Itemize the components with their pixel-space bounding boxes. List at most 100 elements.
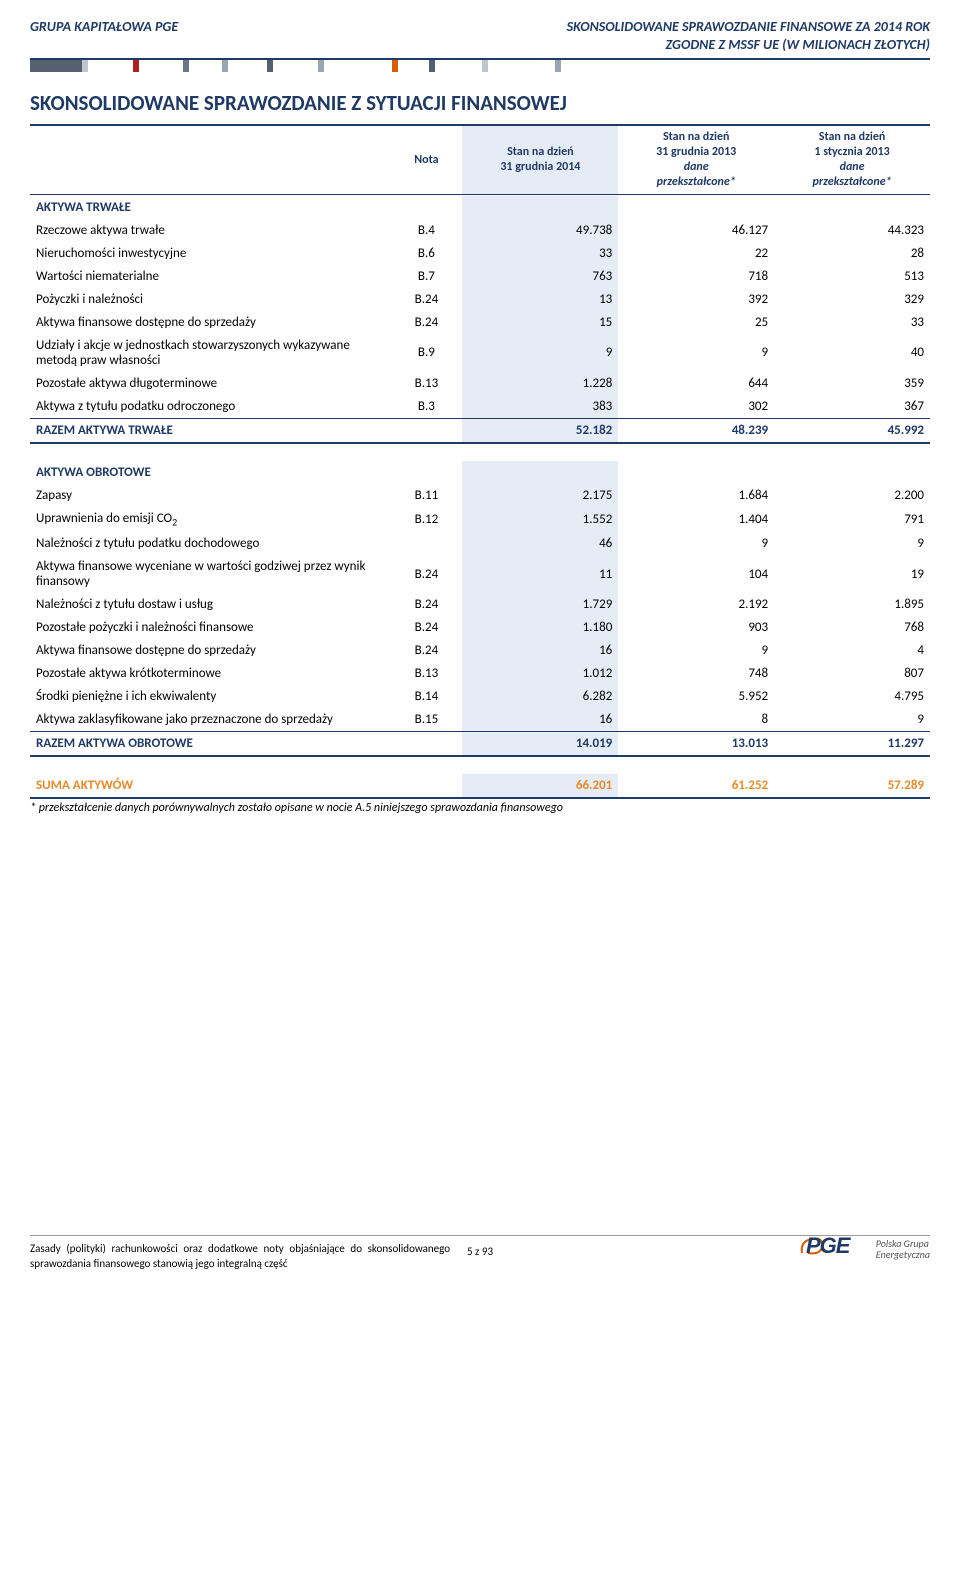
footnote: * przekształcenie danych porównywalnych … xyxy=(30,801,930,815)
row-v2: 2.192 xyxy=(618,593,774,616)
section2-title: AKTYWA OBROTOWE xyxy=(30,461,390,484)
row-v3: 367 xyxy=(774,395,930,419)
row-v1: 383 xyxy=(462,395,618,419)
row-v2: 9 xyxy=(618,334,774,372)
page-number: 5 z 93 xyxy=(467,1245,493,1258)
row-label: Rzeczowe aktywa trwałe xyxy=(30,219,390,242)
row-nota: B.3 xyxy=(390,395,462,419)
row-nota: B.14 xyxy=(390,685,462,708)
row-nota: B.24 xyxy=(390,311,462,334)
row-nota xyxy=(390,532,462,555)
col-header-2013-jan: Stan na dzień 1 stycznia 2013 dane przek… xyxy=(774,126,930,195)
section1-sum-row: RAZEM AKTYWA TRWAŁE 52.182 48.239 45.992 xyxy=(30,418,930,443)
row-v3: 1.895 xyxy=(774,593,930,616)
financial-table: Nota Stan na dzień 31 grudnia 2014 Stan … xyxy=(30,126,930,799)
row-v2: 104 xyxy=(618,555,774,593)
row-label: Pozostałe aktywa długoterminowe xyxy=(30,372,390,395)
table-row: Środki pieniężne i ich ekwiwalentyB.146.… xyxy=(30,685,930,708)
row-label: Pozostałe aktywa krótkoterminowe xyxy=(30,662,390,685)
pge-logo-sub: Polska Grupa Energetyczna xyxy=(876,1238,930,1260)
grand-total-v3: 57.289 xyxy=(774,774,930,798)
row-nota: B.15 xyxy=(390,708,462,732)
row-nota: B.9 xyxy=(390,334,462,372)
table-row: Udziały i akcje w jednostkach stowarzysz… xyxy=(30,334,930,372)
row-v1: 1.552 xyxy=(462,507,618,533)
row-v3: 2.200 xyxy=(774,484,930,507)
main-title: SKONSOLIDOWANE SPRAWOZDANIE Z SYTUACJI F… xyxy=(30,90,930,116)
row-v3: 768 xyxy=(774,616,930,639)
row-v1: 16 xyxy=(462,639,618,662)
grand-total-v2: 61.252 xyxy=(618,774,774,798)
section1-title-row: AKTYWA TRWAŁE xyxy=(30,196,930,219)
table-row: Wartości niematerialneB.7763718513 xyxy=(30,265,930,288)
col-header-2013: Stan na dzień 31 grudnia 2013 dane przek… xyxy=(618,126,774,195)
row-v1: 2.175 xyxy=(462,484,618,507)
row-v3: 4.795 xyxy=(774,685,930,708)
row-v2: 5.952 xyxy=(618,685,774,708)
column-header-row: Nota Stan na dzień 31 grudnia 2014 Stan … xyxy=(30,126,930,195)
table-row: Nieruchomości inwestycyjneB.6332228 xyxy=(30,242,930,265)
table-row: Aktywa finansowe dostępne do sprzedażyB.… xyxy=(30,639,930,662)
row-nota: B.24 xyxy=(390,616,462,639)
section2-sum-label: RAZEM AKTYWA OBROTOWE xyxy=(30,732,390,757)
row-v2: 1.684 xyxy=(618,484,774,507)
section2-sum-v1: 14.019 xyxy=(462,732,618,757)
row-v3: 791 xyxy=(774,507,930,533)
table-row: Pozostałe aktywa długoterminoweB.131.228… xyxy=(30,372,930,395)
row-label: Uprawnienia do emisji CO2 xyxy=(30,507,390,533)
row-v3: 28 xyxy=(774,242,930,265)
table-row: Pożyczki i należnościB.2413392329 xyxy=(30,288,930,311)
row-v3: 9 xyxy=(774,532,930,555)
row-v3: 329 xyxy=(774,288,930,311)
table-row: Aktywa zaklasyfikowane jako przeznaczone… xyxy=(30,708,930,732)
table-row: Należności z tytułu podatku dochodowego 4… xyxy=(30,532,930,555)
footer-left-text: Zasady (polityki) rachunkowości oraz dod… xyxy=(30,1242,450,1271)
row-v2: 25 xyxy=(618,311,774,334)
row-v2: 9 xyxy=(618,532,774,555)
row-v3: 4 xyxy=(774,639,930,662)
row-label: Pozostałe pożyczki i należności finansow… xyxy=(30,616,390,639)
row-v3: 807 xyxy=(774,662,930,685)
row-label: Udziały i akcje w jednostkach stowarzysz… xyxy=(30,334,390,372)
table-row: Aktywa finansowe wyceniane w wartości go… xyxy=(30,555,930,593)
row-label: Należności z tytułu podatku dochodowego xyxy=(30,532,390,555)
row-nota: B.12 xyxy=(390,507,462,533)
row-v3: 359 xyxy=(774,372,930,395)
row-v1: 1.180 xyxy=(462,616,618,639)
row-v1: 763 xyxy=(462,265,618,288)
footer-rule xyxy=(30,1235,930,1236)
row-v1: 33 xyxy=(462,242,618,265)
table-row: Aktywa finansowe dostępne do sprzedażyB.… xyxy=(30,311,930,334)
row-v3: 19 xyxy=(774,555,930,593)
page-footer: Zasady (polityki) rachunkowości oraz dod… xyxy=(30,1235,930,1271)
row-nota: B.24 xyxy=(390,555,462,593)
table-row: Pozostałe pożyczki i należności finansow… xyxy=(30,616,930,639)
row-v1: 9 xyxy=(462,334,618,372)
row-v2: 748 xyxy=(618,662,774,685)
header-right-line2: ZGODNE Z MSSF UE (W MILIONACH ZŁOTYCH) xyxy=(567,36,930,54)
table-row: ZapasyB.112.1751.6842.200 xyxy=(30,484,930,507)
row-label: Aktywa zaklasyfikowane jako przeznaczone… xyxy=(30,708,390,732)
row-v2: 718 xyxy=(618,265,774,288)
row-v3: 513 xyxy=(774,265,930,288)
table-row: Rzeczowe aktywa trwałeB.449.73846.12744.… xyxy=(30,219,930,242)
section1-sum-v1: 52.182 xyxy=(462,418,618,443)
svg-text:PGE: PGE xyxy=(806,1233,852,1258)
section2-sum-v3: 11.297 xyxy=(774,732,930,757)
row-v3: 40 xyxy=(774,334,930,372)
row-v1: 13 xyxy=(462,288,618,311)
row-label: Wartości niematerialne xyxy=(30,265,390,288)
row-v2: 644 xyxy=(618,372,774,395)
row-nota: B.24 xyxy=(390,288,462,311)
row-v1: 49.738 xyxy=(462,219,618,242)
section1-title: AKTYWA TRWAŁE xyxy=(30,196,390,219)
row-v3: 33 xyxy=(774,311,930,334)
row-v1: 1.228 xyxy=(462,372,618,395)
row-v3: 44.323 xyxy=(774,219,930,242)
grand-total-v1: 66.201 xyxy=(462,774,618,798)
table-row: Aktywa z tytułu podatku odroczonegoB.338… xyxy=(30,395,930,419)
section1-sum-v2: 48.239 xyxy=(618,418,774,443)
row-nota: B.24 xyxy=(390,639,462,662)
row-v1: 46 xyxy=(462,532,618,555)
row-label: Pożyczki i należności xyxy=(30,288,390,311)
